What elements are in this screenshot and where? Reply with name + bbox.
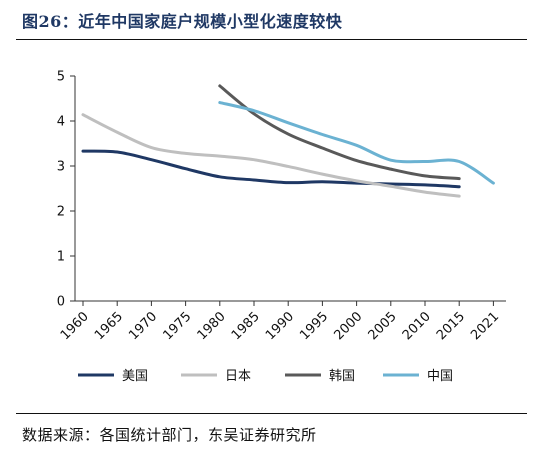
series-lines [81,84,495,198]
y-tick-label: 1 [57,250,65,265]
series-line-0 [81,149,461,189]
x-tick-label: 2015 [434,309,468,343]
legend-label: 美国 [122,369,148,384]
x-tick-label: 1970 [126,309,160,343]
series-line-2 [218,84,461,181]
y-tick-label: 4 [57,115,65,130]
series-line-3 [218,101,495,185]
x-tick-label: 2010 [400,309,434,343]
x-tick-label: 1995 [297,309,331,343]
legend-label: 日本 [225,369,251,384]
series-line-1 [81,113,461,198]
x-tick-label: 1965 [92,309,126,343]
y-axis-ticks: 0 1 2 3 4 5 [57,70,75,310]
x-axis-ticks: 1960 1965 1970 1975 1980 1985 1990 1995 2000 2005… [58,301,502,343]
x-tick-label: 1980 [195,309,229,343]
y-tick-label: 0 [57,295,65,310]
y-tick-label: 3 [57,160,65,175]
figure-title: 图26：近年中国家庭户规模小型化速度较快 [22,12,343,31]
title-rule [16,39,527,40]
source-rule [16,413,527,414]
y-tick-label: 5 [57,70,65,85]
legend-label: 中国 [427,369,453,384]
y-tick-label: 2 [57,205,65,220]
legend: 美国 日本 韩国 中国 [78,369,453,384]
legend-label: 韩国 [329,369,355,384]
x-tick-label: 2005 [366,309,400,343]
x-tick-label: 2021 [468,309,502,343]
source-note: 数据来源：各国统计部门，东吴证券研究所 [22,426,317,444]
x-tick-label: 1960 [58,309,92,343]
x-tick-label: 1985 [229,309,263,343]
x-tick-label: 1975 [160,309,194,343]
x-tick-label: 1990 [263,309,297,343]
x-tick-label: 2000 [331,309,365,343]
